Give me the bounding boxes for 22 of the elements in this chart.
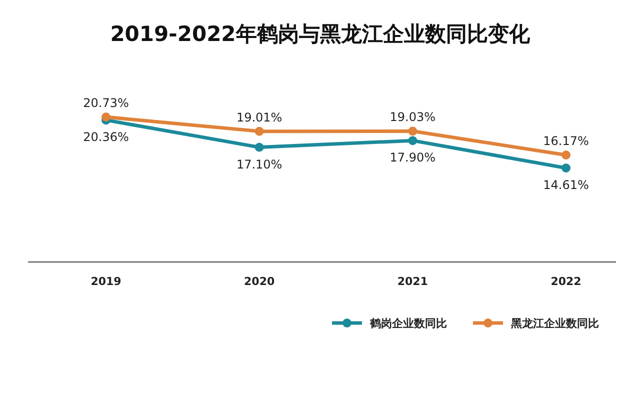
point — [254, 142, 264, 152]
x-tick-label: 2021 — [397, 275, 428, 288]
point — [408, 126, 418, 136]
data-label: 20.73% — [83, 96, 129, 110]
chart-title: 2019-2022年鹤岗与黑龙江企业数同比变化 — [110, 22, 531, 46]
data-label: 19.01% — [236, 110, 282, 124]
point — [562, 150, 570, 160]
x-tick-label: 2022 — [550, 275, 582, 288]
legend-label: 黑龙江企业数同比 — [510, 317, 599, 330]
x-tick-label: 2019 — [90, 275, 122, 288]
legend-label: 鹤岗企业数同比 — [369, 317, 447, 330]
point — [254, 126, 264, 136]
point — [102, 112, 110, 122]
point — [562, 164, 570, 172]
x-tick-label: 2020 — [244, 275, 275, 288]
point — [408, 136, 418, 146]
data-label: 20.36% — [83, 130, 129, 144]
data-label: 14.61% — [543, 178, 589, 192]
data-label: 17.90% — [390, 150, 436, 165]
data-label: 17.10% — [236, 157, 282, 172]
data-label: 16.17% — [543, 134, 589, 148]
data-label: 19.03% — [390, 110, 436, 124]
